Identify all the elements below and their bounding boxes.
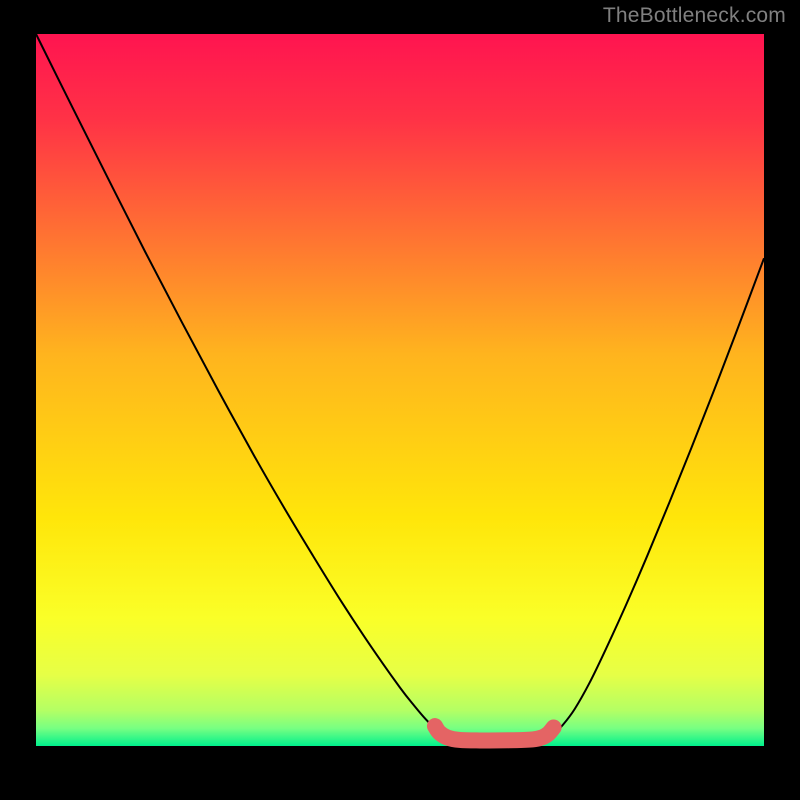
plot-background <box>36 34 764 746</box>
chart-container: TheBottleneck.com <box>0 0 800 800</box>
watermark-text: TheBottleneck.com <box>603 4 786 28</box>
bottleneck-chart <box>0 0 800 800</box>
